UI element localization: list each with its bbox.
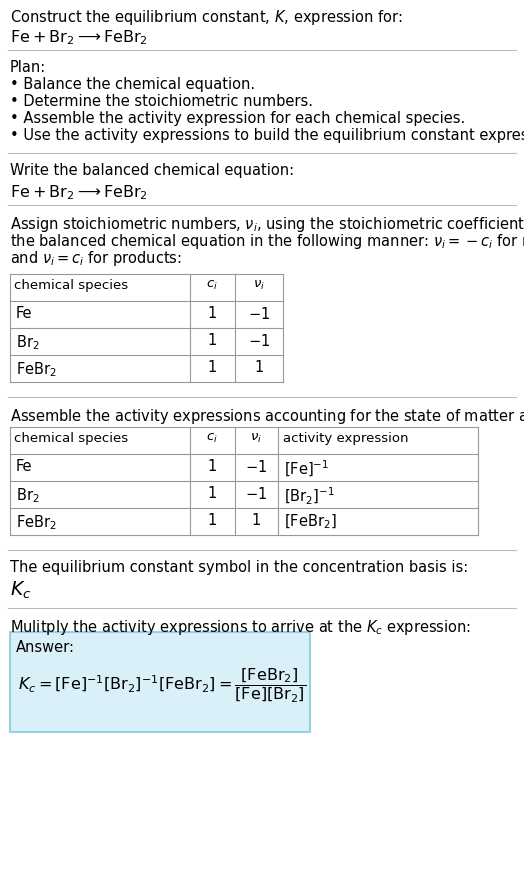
Text: 1: 1 xyxy=(252,513,260,528)
Text: 1: 1 xyxy=(208,333,216,348)
Text: Construct the equilibrium constant, $K$, expression for:: Construct the equilibrium constant, $K$,… xyxy=(10,8,402,27)
Text: Assemble the activity expressions accounting for the state of matter and $\nu_i$: Assemble the activity expressions accoun… xyxy=(10,407,524,426)
Text: 1: 1 xyxy=(208,360,216,375)
Text: • Assemble the activity expression for each chemical species.: • Assemble the activity expression for e… xyxy=(10,111,465,126)
Text: $\mathrm{Br_2}$: $\mathrm{Br_2}$ xyxy=(16,333,40,352)
Text: Write the balanced chemical equation:: Write the balanced chemical equation: xyxy=(10,163,294,178)
FancyBboxPatch shape xyxy=(10,632,310,732)
Text: 1: 1 xyxy=(208,513,216,528)
Text: activity expression: activity expression xyxy=(283,432,409,445)
Text: $\mathrm{Fe + Br_2 \longrightarrow FeBr_2}$: $\mathrm{Fe + Br_2 \longrightarrow FeBr_… xyxy=(10,183,148,202)
Text: $K_c$: $K_c$ xyxy=(10,580,31,601)
Text: $[\mathrm{Fe}]^{-1}$: $[\mathrm{Fe}]^{-1}$ xyxy=(284,459,329,480)
Text: • Determine the stoichiometric numbers.: • Determine the stoichiometric numbers. xyxy=(10,94,313,109)
Text: 1: 1 xyxy=(254,360,264,375)
Text: 1: 1 xyxy=(208,306,216,321)
Text: $-1$: $-1$ xyxy=(245,486,267,502)
Text: chemical species: chemical species xyxy=(14,279,128,292)
Text: 1: 1 xyxy=(208,459,216,474)
Text: $\nu_i$: $\nu_i$ xyxy=(253,279,265,292)
Text: $c_i$: $c_i$ xyxy=(206,432,218,445)
Text: 1: 1 xyxy=(208,486,216,501)
Text: $[\mathrm{Br_2}]^{-1}$: $[\mathrm{Br_2}]^{-1}$ xyxy=(284,486,335,507)
Text: $\mathrm{FeBr_2}$: $\mathrm{FeBr_2}$ xyxy=(16,360,57,379)
Text: $K_c = [\mathrm{Fe}]^{-1}[\mathrm{Br_2}]^{-1}[\mathrm{FeBr_2}] = \dfrac{[\mathrm: $K_c = [\mathrm{Fe}]^{-1}[\mathrm{Br_2}]… xyxy=(18,667,306,705)
Text: chemical species: chemical species xyxy=(14,432,128,445)
Text: $-1$: $-1$ xyxy=(248,333,270,349)
Text: $[\mathrm{FeBr_2}]$: $[\mathrm{FeBr_2}]$ xyxy=(284,513,337,531)
Text: Assign stoichiometric numbers, $\nu_i$, using the stoichiometric coefficients, $: Assign stoichiometric numbers, $\nu_i$, … xyxy=(10,215,524,234)
Text: $-1$: $-1$ xyxy=(245,459,267,475)
Text: the balanced chemical equation in the following manner: $\nu_i = -c_i$ for react: the balanced chemical equation in the fo… xyxy=(10,232,524,251)
Text: $\mathrm{Br_2}$: $\mathrm{Br_2}$ xyxy=(16,486,40,505)
Text: $\mathrm{FeBr_2}$: $\mathrm{FeBr_2}$ xyxy=(16,513,57,531)
Text: $-1$: $-1$ xyxy=(248,306,270,322)
Text: • Balance the chemical equation.: • Balance the chemical equation. xyxy=(10,77,255,92)
Text: Plan:: Plan: xyxy=(10,60,46,75)
Text: Answer:: Answer: xyxy=(16,640,75,655)
Text: and $\nu_i = c_i$ for products:: and $\nu_i = c_i$ for products: xyxy=(10,249,182,268)
Text: Fe: Fe xyxy=(16,459,32,474)
Text: $\nu_i$: $\nu_i$ xyxy=(250,432,262,445)
Text: $c_i$: $c_i$ xyxy=(206,279,218,292)
Text: • Use the activity expressions to build the equilibrium constant expression.: • Use the activity expressions to build … xyxy=(10,128,524,143)
Text: $\mathrm{Fe + Br_2 \longrightarrow FeBr_2}$: $\mathrm{Fe + Br_2 \longrightarrow FeBr_… xyxy=(10,28,148,46)
Text: Mulitply the activity expressions to arrive at the $K_c$ expression:: Mulitply the activity expressions to arr… xyxy=(10,618,471,637)
Text: Fe: Fe xyxy=(16,306,32,321)
Text: The equilibrium constant symbol in the concentration basis is:: The equilibrium constant symbol in the c… xyxy=(10,560,468,575)
